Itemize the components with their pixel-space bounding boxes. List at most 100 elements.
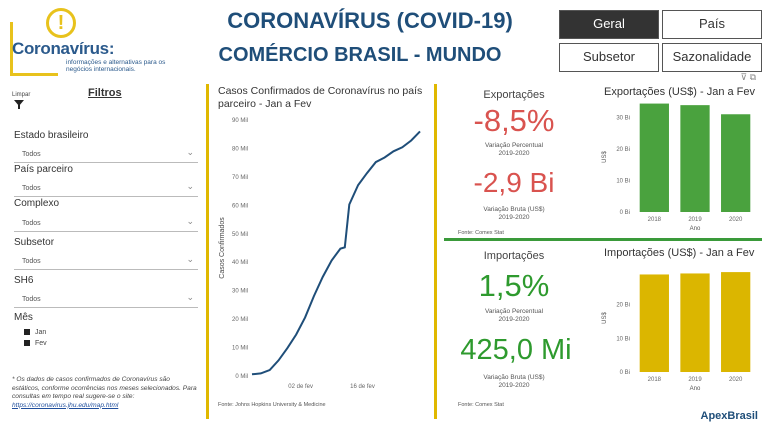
coronavirus-logo: ! Coronavírus: informações e alternativa… [10, 6, 170, 78]
funnel-icon-stem [18, 105, 20, 109]
logo-subtitle: informações e alternativas para os negóc… [66, 59, 166, 73]
exportacoes-chart-title: Exportações (US$) - Jan a Fev [604, 86, 756, 98]
visual-header-icons[interactable]: ⊽ ⧉ [740, 72, 756, 83]
bar-2020 [721, 114, 751, 212]
exportacoes-pct-value: -8,5% [473, 103, 555, 138]
chevron-down-icon: ⌄ [186, 216, 194, 226]
pais-dropdown[interactable]: Todos ⌄ [14, 181, 198, 197]
y-tick-label: 20 Mil [232, 317, 248, 323]
divider-horizontal [444, 238, 762, 241]
nav-sazonalidade-button[interactable]: Sazonalidade [662, 43, 762, 72]
mes-fev-label: Fev [35, 340, 47, 347]
importacoes-bruta-label: Variação Bruta (US$) [483, 374, 545, 381]
importacoes-bruta-period: 2019-2020 [498, 382, 530, 389]
importacoes-title: Importações [483, 250, 545, 262]
page-title: CORONAVÍRUS (COVID-19) [227, 8, 513, 33]
cases-line-chart[interactable]: 0 Mil 10 Mil 20 Mil 30 Mil 40 Mil 50 Mil 60 Mi… [208, 108, 433, 393]
importacoes-bruta-value: 425,0 Mi [460, 334, 572, 366]
footnote: * Os dados de casos confirmados de Coron… [12, 376, 197, 410]
importacoes-pct-label: Variação Percentual [484, 308, 544, 315]
importacoes-source: Fonte: Comex Stat [458, 402, 504, 408]
complexo-label: Complexo [14, 198, 60, 209]
pais-label: País parceiro [14, 164, 73, 175]
nav-geral-button[interactable]: Geral [559, 10, 659, 39]
subsetor-label: Subsetor [14, 237, 55, 248]
mes-fev-option[interactable]: Fev [24, 340, 47, 347]
x-axis-label: Ano [690, 386, 701, 392]
sh6-value: Todos [22, 296, 41, 303]
cases-series-line [251, 130, 421, 376]
x-tick-label: 2018 [648, 377, 662, 383]
importacoes-pct-period: 2019-2020 [498, 316, 530, 323]
y-tick-label: 40 Mil [232, 260, 248, 266]
filter-icon[interactable]: ⊽ [740, 72, 748, 82]
exportacoes-bar-chart[interactable]: 0 Bi 10 Bi 20 Bi 30 Bi US$ 2018 2019 2020 Ano [596, 100, 762, 234]
y-tick-label: 10 Bi [616, 179, 630, 185]
subsetor-dropdown[interactable]: Todos ⌄ [14, 254, 198, 270]
mes-jan-label: Jan [35, 329, 47, 336]
y-tick-label: 10 Bi [616, 336, 630, 342]
logo-bracket [10, 22, 58, 76]
sh6-dropdown[interactable]: Todos ⌄ [14, 292, 198, 308]
mes-jan-option[interactable]: Jan [24, 329, 46, 336]
y-axis-label: US$ [602, 151, 608, 163]
y-tick-label: 0 Bi [620, 210, 630, 216]
exportacoes-bruta-label: Variação Bruta (US$) [483, 206, 545, 213]
bar-2019 [680, 105, 710, 212]
exclamation-icon: ! [46, 8, 76, 38]
importacoes-bar-chart[interactable]: 0 Bi 10 Bi 20 Bi US$ 2018 2019 2020 Ano [596, 262, 762, 394]
complexo-dropdown[interactable]: Todos ⌄ [14, 216, 198, 232]
y-tick-label: 10 Mil [232, 346, 248, 352]
jhu-map-link[interactable]: https://coronavirus.jhu.edu/map.html [12, 401, 119, 409]
sh6-label: SH6 [14, 275, 34, 286]
estado-value: Todos [22, 151, 41, 158]
exportacoes-source: Fonte: Comex Stat [458, 230, 504, 236]
importacoes-pct-caption: Variação Percentual 2019-2020 [444, 308, 584, 324]
x-tick-label: 2020 [729, 217, 743, 223]
importacoes-chart-title: Importações (US$) - Jan a Fev [604, 247, 755, 259]
y-tick-label: 50 Mil [232, 232, 248, 238]
chevron-down-icon: ⌄ [186, 254, 194, 264]
x-tick-label: 2018 [648, 217, 662, 223]
nav-pais-button[interactable]: País [662, 10, 762, 39]
importacoes-bruta-caption: Variação Bruta (US$) 2019-2020 [444, 374, 584, 390]
estado-dropdown[interactable]: Todos ⌄ [14, 147, 198, 163]
bar-2019 [680, 273, 710, 372]
divider-middle [434, 84, 437, 419]
y-tick-label: 30 Bi [616, 116, 630, 122]
subsetor-value: Todos [22, 258, 41, 265]
checkbox-icon[interactable] [24, 340, 30, 347]
exportacoes-title: Exportações [483, 89, 545, 101]
y-tick-label: 70 Mil [232, 175, 248, 181]
y-tick-label: 90 Mil [232, 118, 248, 124]
x-tick-label: 2019 [688, 217, 702, 223]
checkbox-icon[interactable] [24, 329, 30, 336]
exportacoes-bruta-period: 2019-2020 [498, 214, 530, 221]
focus-mode-icon[interactable]: ⧉ [749, 72, 756, 82]
bar-2018 [639, 274, 669, 372]
funnel-icon[interactable] [14, 100, 24, 106]
y-axis-label: US$ [602, 312, 608, 324]
y-tick-label: 20 Bi [616, 303, 630, 309]
x-axis-label: Ano [690, 226, 701, 232]
y-axis-label: Casos Confirmados [219, 217, 226, 279]
page-subtitle: COMÉRCIO BRASIL - MUNDO [218, 44, 502, 66]
y-tick-label: 0 Bi [620, 370, 630, 376]
exportacoes-pct-period: 2019-2020 [498, 150, 530, 157]
pais-value: Todos [22, 185, 41, 192]
exportacoes-pct-caption: Variação Percentual 2019-2020 [444, 142, 584, 158]
line-chart-source: Fonte: Johns Hopkins University & Medici… [218, 402, 326, 408]
y-tick-label: 20 Bi [616, 147, 630, 153]
y-tick-label: 0 Mil [235, 374, 248, 380]
chevron-down-icon: ⌄ [186, 181, 194, 191]
bar-2018 [639, 103, 669, 212]
filters-panel: Limpar Filtros Estado brasileiro Todos ⌄… [0, 84, 205, 424]
x-tick-label: 02 de fev [288, 384, 313, 390]
exportacoes-bruta-value: -2,9 Bi [473, 167, 555, 198]
footnote-text: * Os dados de casos confirmados de Coron… [12, 376, 197, 400]
estado-label: Estado brasileiro [14, 130, 89, 141]
logo-name: Coronavírus: [12, 39, 115, 58]
clear-filters-label[interactable]: Limpar [12, 92, 31, 98]
bar-2020 [721, 272, 751, 372]
nav-subsetor-button[interactable]: Subsetor [559, 43, 659, 72]
